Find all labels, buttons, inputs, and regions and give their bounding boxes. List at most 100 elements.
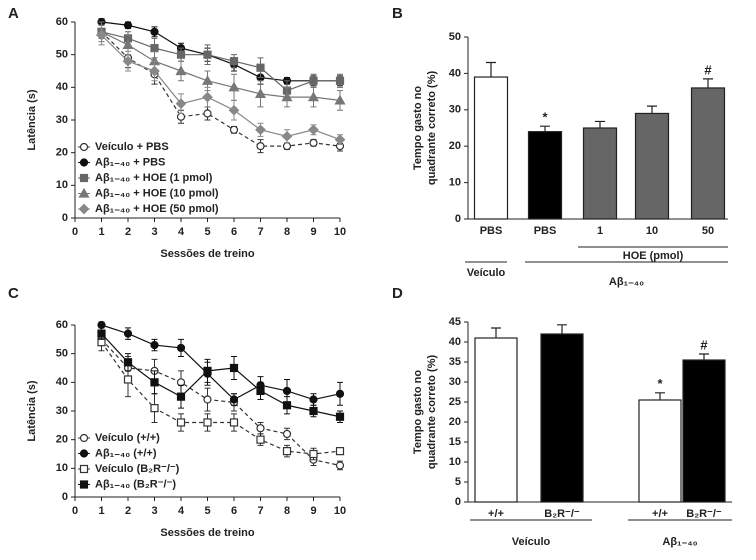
data-point	[176, 418, 186, 427]
error-bar	[647, 105, 657, 114]
data-point	[335, 412, 345, 421]
error-bar	[703, 78, 713, 88]
significance-mark: #	[700, 337, 708, 352]
y-axis-label: Latência (s)	[26, 89, 38, 150]
series-line	[101, 338, 341, 467]
x-axis-label: Sessões de treino	[160, 527, 254, 539]
significance-mark: *	[657, 376, 663, 391]
x-tick-label: +/+	[652, 508, 668, 520]
y-tick-label: 20	[449, 416, 461, 428]
series-line	[101, 21, 340, 82]
x-tick-label: 4	[178, 505, 185, 517]
y-tick-label: 20	[56, 434, 68, 446]
data-point	[150, 378, 159, 387]
data-point	[229, 363, 239, 373]
data-point	[122, 55, 134, 67]
data-point	[97, 329, 106, 338]
x-tick-label: 10	[334, 226, 346, 238]
legend-label: Veículo (+/+)	[95, 432, 160, 444]
series-line	[101, 333, 341, 418]
legend-marker	[79, 449, 89, 458]
y-tick-label: 10	[56, 179, 68, 191]
y-tick-label: 0	[62, 491, 68, 503]
bar	[682, 359, 726, 503]
data-point	[176, 392, 186, 401]
data-point	[334, 94, 346, 105]
legend-label: Aβ₁₋₄₀ (B₂R⁻/⁻)	[95, 478, 176, 490]
series-line	[101, 31, 341, 101]
x-tick-label: 0	[72, 505, 78, 517]
bar	[638, 399, 682, 503]
series-line	[101, 324, 341, 401]
y-tick-label: 5	[455, 476, 461, 488]
legend-marker	[79, 433, 89, 443]
y-tick-label: 30	[56, 405, 68, 417]
y-tick-label: 0	[62, 212, 68, 224]
data-point	[308, 124, 319, 136]
data-point	[203, 50, 212, 59]
legend-marker	[79, 158, 89, 167]
data-point	[282, 386, 292, 396]
x-tick-label: 10	[334, 505, 346, 517]
data-point	[282, 142, 292, 151]
x-tick-label: 1	[597, 225, 603, 237]
bar	[634, 112, 670, 220]
data-point	[282, 401, 292, 410]
legend-label: Aβ₁₋₄₀ + HOE (10 pmol)	[95, 187, 219, 199]
y-tick-label: 50	[56, 49, 68, 61]
data-point	[309, 138, 318, 147]
y-tick-label: 40	[56, 81, 68, 93]
data-point	[309, 406, 318, 416]
data-point	[123, 21, 133, 30]
x-axis-label: Sessões de treino	[160, 248, 254, 260]
data-point	[203, 366, 212, 375]
x-tick-label: B₂R⁻/⁻	[686, 508, 722, 520]
legend-marker	[79, 464, 89, 474]
data-point	[309, 76, 318, 85]
series-line	[101, 341, 341, 455]
error-bar	[557, 324, 567, 334]
error-bar	[655, 392, 665, 400]
y-tick-label: 30	[56, 114, 68, 126]
x-tick-label: PBS	[480, 225, 503, 237]
x-tick-label: 4	[178, 226, 185, 238]
panel-label: C	[8, 285, 19, 302]
y-tick-label: 40	[449, 67, 461, 79]
x-tick-label: 7	[257, 226, 263, 238]
y-axis-label: Tempo gasto no	[412, 86, 424, 170]
x-tick-label: 6	[231, 505, 237, 517]
x-tick-label: 6	[231, 226, 237, 238]
data-point	[123, 358, 133, 367]
y-tick-label: 0	[455, 496, 461, 508]
data-point	[335, 76, 345, 85]
y-tick-label: 25	[449, 396, 461, 408]
significance-mark: *	[542, 110, 548, 125]
x-tick-label: 10	[646, 225, 658, 237]
error-bar	[699, 353, 709, 360]
data-point	[335, 447, 345, 456]
data-point	[256, 142, 265, 151]
data-point	[256, 63, 265, 72]
x-tick-label: 1	[98, 505, 104, 517]
data-point	[309, 449, 318, 459]
x-tick-label: 7	[257, 505, 263, 517]
x-tick-label: 9	[310, 226, 316, 238]
data-point	[334, 134, 346, 145]
x-tick-label: 1	[98, 226, 104, 238]
data-point	[282, 429, 292, 439]
y-axis-label: Latência (s)	[26, 380, 38, 441]
x-tick-label: 3	[151, 226, 157, 238]
x-tick-label: 9	[310, 505, 316, 517]
data-point	[123, 329, 133, 338]
data-point	[149, 65, 160, 77]
error-bar	[491, 327, 501, 338]
data-point	[256, 386, 265, 396]
data-point	[335, 389, 345, 398]
bar	[474, 337, 518, 503]
data-point	[203, 395, 212, 404]
error-bar	[540, 125, 550, 132]
y-tick-label: 15	[449, 436, 461, 448]
y-tick-label: 50	[449, 31, 461, 43]
data-point	[281, 91, 293, 102]
